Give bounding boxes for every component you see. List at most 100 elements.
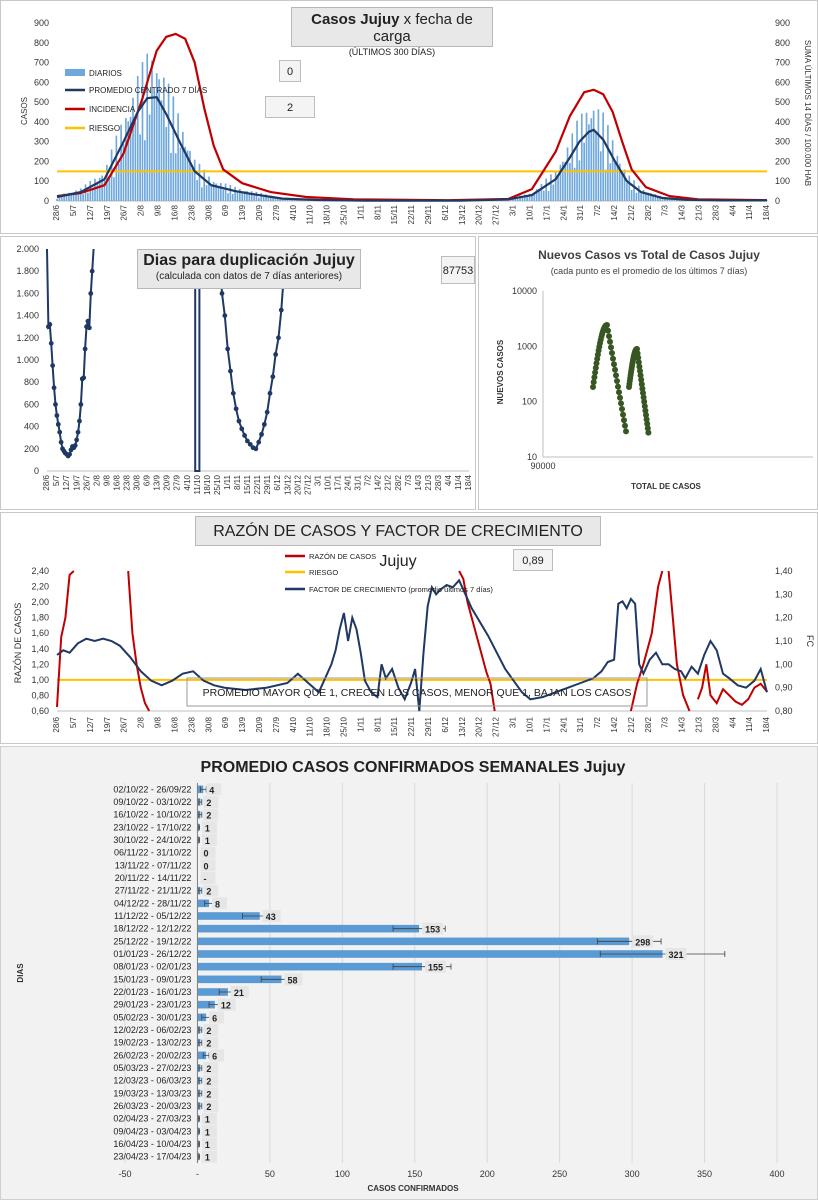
casos-diarios-bar	[522, 198, 524, 201]
duplicacion-point	[83, 347, 88, 352]
casos-diarios-bar	[543, 191, 545, 201]
casos-diarios-bar	[574, 168, 576, 201]
duplicacion-point	[87, 325, 92, 330]
casos-diarios-bar	[227, 193, 229, 201]
duplicacion-y-tick-label: 1.400	[16, 311, 39, 321]
duplicacion-x-tick-label: 24/1	[344, 474, 353, 490]
duplicacion-point	[262, 422, 267, 427]
duplicacion-x-tick-label: 4/4	[444, 474, 453, 486]
nuevos-point	[616, 389, 622, 395]
casos-diarios-bar	[142, 62, 144, 201]
semanales-value-label: 153	[425, 925, 440, 935]
duplicacion-point	[74, 438, 79, 443]
razon-x-tick-label: 1/11	[356, 716, 365, 732]
casos-chart-subtitle: (ÚLTIMOS 300 DÍAS)	[292, 47, 492, 57]
duplicacion-x-tick-label: 7/2	[364, 474, 373, 486]
semanales-category-label: 05/02/23 - 30/01/23	[113, 1012, 191, 1022]
razon-x-tick-label: 5/7	[69, 716, 78, 728]
duplicacion-x-tick-label: 3/1	[313, 474, 322, 486]
duplicacion-y-tick-label: 1.600	[16, 288, 39, 298]
semanales-x-tick-label: 200	[480, 1169, 495, 1179]
semanales-category-label: 13/11/22 - 07/11/22	[115, 860, 192, 870]
razon-x-tick-label: 6/12	[441, 716, 450, 732]
duplicacion-point	[76, 430, 81, 435]
razon-y-tick-label: 1,40	[31, 644, 49, 654]
duplicacion-x-tick-label: 11/4	[454, 474, 463, 490]
duplicacion-x-tick-label: 22/11	[253, 474, 262, 494]
duplicacion-point	[50, 363, 55, 368]
casos-diarios-bar	[638, 186, 640, 201]
razon-y-axis-label: RAZÓN DE CASOS	[13, 603, 23, 684]
razon-x-tick-label: 29/11	[424, 716, 433, 736]
razon-x-tick-label: 23/8	[187, 716, 196, 732]
razon-x-tick-label: 21/3	[694, 716, 703, 732]
razon-x-tick-label: 20/12	[475, 716, 484, 737]
duplicacion-x-tick-label: 15/11	[243, 474, 252, 494]
duplicacion-point	[52, 385, 57, 390]
duplicacion-value-box: 87753	[441, 256, 475, 284]
duplicacion-point	[242, 433, 247, 438]
casos-x-tick-label: 30/8	[204, 204, 213, 220]
casos-y2-tick-label: 200	[775, 156, 790, 166]
casos-diarios-bar	[211, 185, 213, 201]
casos-x-tick-label: 3/1	[509, 204, 518, 216]
razon-annotation: PROMEDIO MAYOR QUE 1, CRECEN LOS CASOS, …	[203, 687, 632, 699]
duplicacion-x-tick-label: 28/3	[434, 474, 443, 490]
semanales-category-label: 20/11/22 - 14/11/22	[115, 873, 192, 883]
casos-x-tick-label: 20/9	[255, 204, 264, 220]
casos-y2-tick-label: 600	[775, 77, 790, 87]
razon-y-tick-label: 0,60	[31, 706, 49, 716]
duplicacion-x-tick-label: 26/7	[82, 474, 91, 490]
casos-diarios-bar	[139, 134, 141, 201]
razon-x-tick-label: 4/4	[728, 716, 737, 728]
casos-x-tick-label: 25/10	[339, 204, 348, 225]
duplicacion-point	[90, 269, 95, 274]
casos-diarios-bar	[633, 180, 635, 201]
nuevos-x-tick-label: 90000	[530, 461, 555, 471]
razon-casos-line	[128, 571, 149, 711]
casos-diarios-bar	[146, 54, 148, 201]
semanales-x-tick-label: -	[196, 1169, 199, 1179]
duplicacion-x-tick-label: 14/2	[374, 474, 383, 490]
casos-diarios-bar	[135, 122, 137, 201]
casos-x-tick-label: 31/1	[576, 204, 585, 220]
duplicacion-point	[47, 322, 52, 327]
casos-diarios-bar	[104, 179, 106, 201]
razon-casos-line	[698, 664, 767, 705]
duplicacion-y-tick-label: 0	[34, 466, 39, 476]
nuevos-point	[622, 423, 628, 429]
casos-x-tick-label: 14/3	[678, 204, 687, 220]
casos-x-tick-label: 2/8	[137, 204, 146, 216]
casos-diarios-bar	[82, 194, 84, 201]
semanales-value-label: 0	[203, 849, 208, 859]
nuevos-y-tick-label: 10000	[512, 286, 537, 296]
razon-x-tick-label: 31/1	[576, 716, 585, 732]
casos-diarios-bar	[548, 191, 550, 201]
semanales-value-label: 0	[203, 861, 208, 871]
duplicacion-x-tick-label: 9/8	[102, 474, 111, 486]
casos-y-tick-label: 0	[44, 196, 49, 206]
nuevos-vs-total-panel: Nuevos Casos vs Total de Casos Jujuy(cad…	[478, 236, 818, 510]
duplicacion-point	[265, 410, 270, 415]
semanales-category-label: 18/12/22 - 12/12/22	[113, 924, 191, 934]
nuevos-point	[617, 395, 623, 401]
nuevos-point	[608, 344, 614, 350]
casos-y-tick-label: 100	[34, 176, 49, 186]
semanales-value-label: 1	[205, 1115, 210, 1125]
semanales-value-label: 4	[209, 785, 214, 795]
casos-y2-tick-label: 700	[775, 58, 790, 68]
razon-y-tick-label: 2,00	[31, 597, 49, 607]
casos-diarios-bar	[260, 193, 262, 201]
semanales-x-tick-label: 50	[265, 1169, 275, 1179]
duplicacion-y-tick-label: 800	[24, 377, 39, 387]
semanales-category-label: 08/01/23 - 02/01/23	[113, 962, 191, 972]
casos-diarios-bar	[253, 196, 255, 201]
semanales-category-label: 16/10/22 - 10/10/22	[113, 810, 191, 820]
nuevos-point	[610, 356, 616, 362]
semanales-value-label: 2	[206, 1089, 211, 1099]
casos-diarios-bar	[538, 191, 540, 201]
casos-x-tick-label: 7/2	[593, 204, 602, 216]
razon-x-tick-label: 2/8	[137, 716, 146, 728]
casos-x-tick-label: 18/4	[762, 204, 771, 220]
razon-x-tick-label: 18/10	[323, 716, 332, 737]
